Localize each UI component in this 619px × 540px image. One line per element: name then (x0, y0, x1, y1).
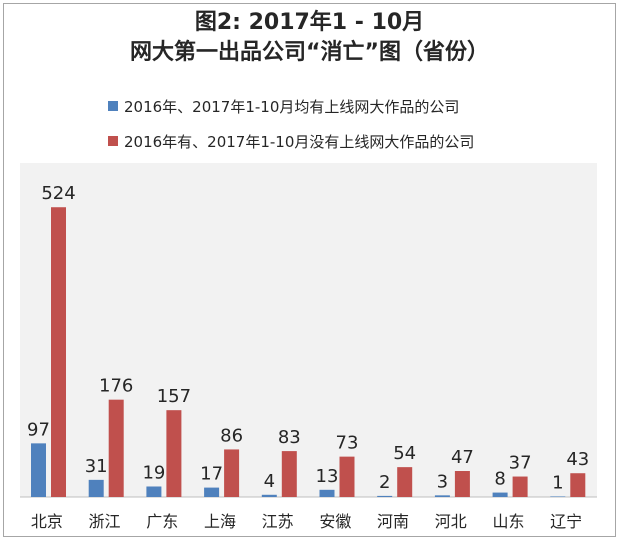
chart-title-line2: 网大第一出品公司“消亡”图（省份） (130, 40, 489, 65)
bar-series2-8 (512, 476, 528, 497)
data-label-series1-9: 1 (552, 472, 563, 493)
data-label-series2-4: 83 (278, 427, 301, 448)
data-label-series1-0: 97 (27, 419, 50, 440)
bar-series2-7 (454, 471, 470, 497)
category-label-6: 河南 (377, 512, 409, 531)
legend-item-series2: 2016年有、2017年1-10月没有上线网大作品的公司 (108, 131, 474, 151)
category-label-0: 北京 (31, 512, 63, 531)
legend-label-series1: 2016年、2017年1-10月均有上线网大作品的公司 (124, 97, 460, 116)
bar-series1-8 (492, 492, 508, 497)
data-label-series2-7: 47 (451, 447, 474, 468)
data-label-series2-0: 524 (41, 183, 75, 204)
bar-series1-7 (434, 495, 450, 497)
bar-series2-0 (51, 207, 66, 497)
legend-swatch-series1 (108, 101, 118, 111)
bar-series1-6 (377, 495, 393, 497)
category-label-1: 浙江 (89, 512, 121, 531)
bar-series1-2 (146, 486, 162, 497)
data-label-series1-8: 8 (494, 469, 505, 490)
category-label-2: 广东 (146, 512, 178, 531)
bar-series1-1 (88, 479, 104, 497)
data-label-series1-6: 2 (379, 472, 390, 493)
data-label-series1-4: 4 (264, 471, 275, 492)
bar-series1-9 (550, 496, 566, 497)
category-label-8: 山东 (492, 512, 524, 531)
data-label-series1-2: 19 (142, 462, 165, 483)
data-label-series2-6: 54 (393, 443, 416, 464)
bar-series2-4 (281, 451, 297, 497)
bar-series1-0 (31, 443, 46, 497)
category-label-7: 河北 (435, 512, 467, 531)
data-label-series1-3: 17 (200, 464, 223, 485)
legend-swatch-series2 (108, 136, 118, 146)
data-label-series2-3: 86 (220, 425, 243, 446)
category-label-4: 江苏 (262, 512, 294, 531)
bar-series1-3 (204, 487, 220, 497)
data-label-series1-7: 3 (437, 471, 448, 492)
data-label-series2-2: 157 (157, 386, 191, 407)
data-label-series1-5: 13 (316, 466, 339, 487)
data-label-series1-1: 31 (85, 456, 108, 477)
data-label-series2-8: 37 (509, 453, 532, 474)
legend-item-series1: 2016年、2017年1-10月均有上线网大作品的公司 (108, 96, 459, 116)
chart-title-line1: 图2: 2017年1 - 10月 (194, 10, 425, 35)
bar-series2-1 (108, 399, 124, 497)
bar-series2-9 (570, 473, 586, 497)
data-label-series2-5: 73 (336, 433, 359, 454)
bar-series2-5 (339, 456, 355, 497)
category-label-5: 安徽 (319, 512, 351, 531)
category-label-9: 辽宁 (550, 512, 582, 531)
bar-series2-2 (166, 410, 182, 497)
legend-label-series2: 2016年有、2017年1-10月没有上线网大作品的公司 (124, 132, 475, 151)
data-label-series2-1: 176 (99, 376, 133, 397)
bar-series2-3 (224, 449, 240, 497)
category-label-3: 上海 (204, 512, 236, 531)
bar-series1-5 (319, 489, 335, 497)
bar-series2-6 (397, 467, 413, 497)
bar-series1-4 (261, 494, 277, 497)
data-label-series2-9: 43 (566, 449, 589, 470)
